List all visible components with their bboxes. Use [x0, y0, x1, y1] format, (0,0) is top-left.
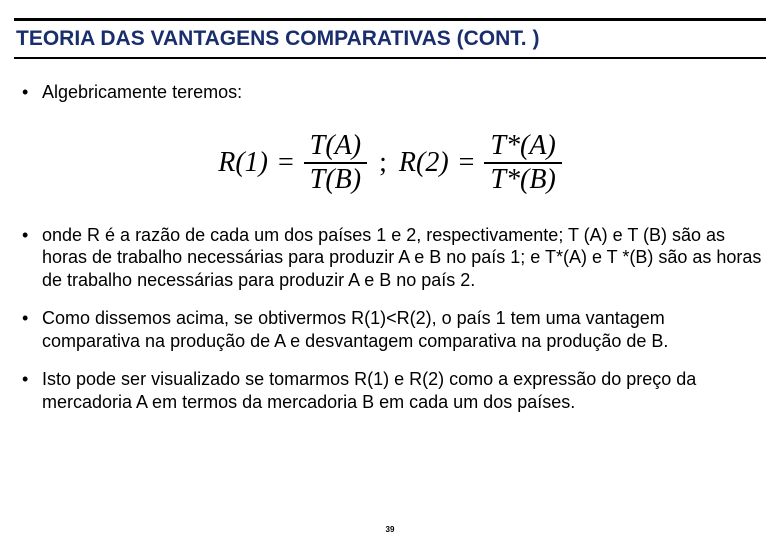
formula-r1-lhs: R(1): [218, 147, 268, 179]
bullet-text: Como dissemos acima, se obtivermos R(1)<…: [42, 307, 764, 352]
fraction-denominator: T(B): [304, 164, 367, 194]
equals-sign: =: [278, 147, 294, 179]
bullet-item: • Como dissemos acima, se obtivermos R(1…: [16, 307, 764, 352]
fraction-r2: T*(A) T*(B): [484, 132, 561, 194]
bullet-marker: •: [16, 224, 42, 292]
bullet-text: onde R é a razão de cada um dos países 1…: [42, 224, 764, 292]
formula-r2-lhs: R(2): [399, 147, 449, 179]
bullet-text: Isto pode ser visualizado se tomarmos R(…: [42, 368, 764, 413]
formula: R(1) = T(A) T(B) ; R(2) = T*(A) T*(B): [218, 132, 562, 194]
title-rule-top: [14, 18, 766, 21]
fraction-r1: T(A) T(B): [304, 132, 367, 194]
page-number: 39: [0, 525, 780, 534]
fraction-numerator: T*(A): [484, 132, 561, 162]
formula-separator: ;: [379, 147, 387, 179]
fraction-numerator: T(A): [304, 132, 367, 162]
fraction-denominator: T*(B): [484, 164, 561, 194]
formula-block: R(1) = T(A) T(B) ; R(2) = T*(A) T*(B): [16, 132, 764, 194]
bullet-marker: •: [16, 307, 42, 352]
bullet-text: Algebricamente teremos:: [42, 81, 764, 104]
bullet-marker: •: [16, 368, 42, 413]
bullet-item: • onde R é a razão de cada um dos países…: [16, 224, 764, 292]
slide-title: TEORIA DAS VANTAGENS COMPARATIVAS (CONT.…: [14, 27, 766, 57]
bullet-item: • Algebricamente teremos:: [16, 81, 764, 104]
title-rule-bottom: [14, 57, 766, 59]
slide: TEORIA DAS VANTAGENS COMPARATIVAS (CONT.…: [0, 0, 780, 540]
bullet-item: • Isto pode ser visualizado se tomarmos …: [16, 368, 764, 413]
equals-sign: =: [459, 147, 475, 179]
bullet-marker: •: [16, 81, 42, 104]
content-area: • Algebricamente teremos: R(1) = T(A) T(…: [14, 81, 766, 413]
